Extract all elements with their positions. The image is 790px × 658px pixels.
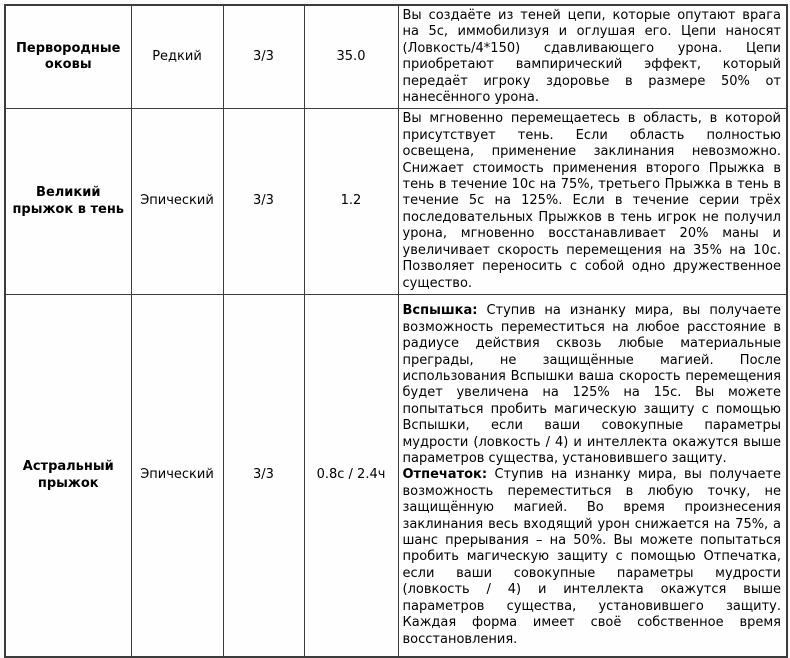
skill-name: Астральный прыжок bbox=[22, 459, 114, 491]
skill-description-cell: Вспышка: Ступив на изнанку мира, вы полу… bbox=[397, 293, 788, 658]
skill-description-paragraph-vspyshka: Вспышка: Ступив на изнанку мира, вы полу… bbox=[403, 303, 782, 467]
skill-row-pervorodnye-okovy: Первородные оковы Редкий 3/3 35.0 Вы соз… bbox=[4, 4, 788, 110]
skill-rarity-cell: Эпический bbox=[130, 293, 224, 658]
skill-description-paragraph-otpechatok: Отпечаток: Ступив на изнанку мира, вы по… bbox=[403, 467, 782, 647]
skill-description-cell: Вы создаёте из теней цепи, которые опута… bbox=[397, 4, 788, 110]
skill-name-cell: Первородные оковы bbox=[4, 4, 132, 110]
skill-cooldown: 1.2 bbox=[340, 193, 362, 209]
skill-rarity-cell: Эпический bbox=[130, 108, 224, 295]
skills-table: Первородные оковы Редкий 3/3 35.0 Вы соз… bbox=[4, 4, 788, 658]
skill-rarity: Редкий bbox=[152, 49, 202, 65]
skill-charges: 3/3 bbox=[253, 49, 274, 65]
skill-charges-cell: 3/3 bbox=[222, 108, 305, 295]
ability-form-lead-otpechatok: Отпечаток: bbox=[402, 467, 488, 483]
skill-description-text: Ступив на изнанку мира, вы получаете воз… bbox=[402, 467, 782, 647]
skill-description-text: Вы создаёте из теней цепи, которые опута… bbox=[402, 8, 782, 106]
skill-charges: 3/3 bbox=[253, 193, 274, 209]
skill-description-paragraph: Вы мгновенно перемещаетесь в область, в … bbox=[403, 111, 782, 291]
skill-description-text: Ступив на изнанку мира, вы получаете воз… bbox=[402, 303, 782, 467]
skill-row-velikiy-pryzhok-v-ten: Великий прыжок в тень Эпический 3/3 1.2 … bbox=[4, 108, 788, 295]
skill-cooldown-cell: 1.2 bbox=[303, 108, 399, 295]
skill-rarity: Эпический bbox=[140, 467, 214, 483]
ability-form-lead-vspyshka: Вспышка: bbox=[402, 303, 478, 319]
skill-description-cell: Вы мгновенно перемещаетесь в область, в … bbox=[397, 108, 788, 295]
skill-description-paragraph: Вы создаёте из теней цепи, которые опута… bbox=[403, 8, 782, 106]
skill-row-astralnyy-pryzhok: Астральный прыжок Эпический 3/3 0.8с / 2… bbox=[4, 293, 788, 658]
skill-charges: 3/3 bbox=[253, 467, 274, 483]
skill-cooldown: 35.0 bbox=[336, 49, 366, 65]
skill-rarity-cell: Редкий bbox=[130, 4, 224, 110]
skill-rarity: Эпический bbox=[140, 193, 214, 209]
skill-name-cell: Астральный прыжок bbox=[4, 293, 132, 658]
skill-name-cell: Великий прыжок в тень bbox=[4, 108, 132, 295]
skill-description-text: Вы мгновенно перемещаетесь в область, в … bbox=[402, 111, 782, 291]
skill-name: Первородные оковы bbox=[16, 40, 121, 73]
skill-charges-cell: 3/3 bbox=[222, 4, 305, 110]
skill-name: Великий прыжок в тень bbox=[12, 185, 125, 217]
skill-cooldown-cell: 0.8с / 2.4ч bbox=[303, 293, 399, 658]
skill-cooldown: 0.8с / 2.4ч bbox=[316, 467, 386, 483]
skill-cooldown-cell: 35.0 bbox=[303, 4, 399, 110]
skill-charges-cell: 3/3 bbox=[222, 293, 305, 658]
